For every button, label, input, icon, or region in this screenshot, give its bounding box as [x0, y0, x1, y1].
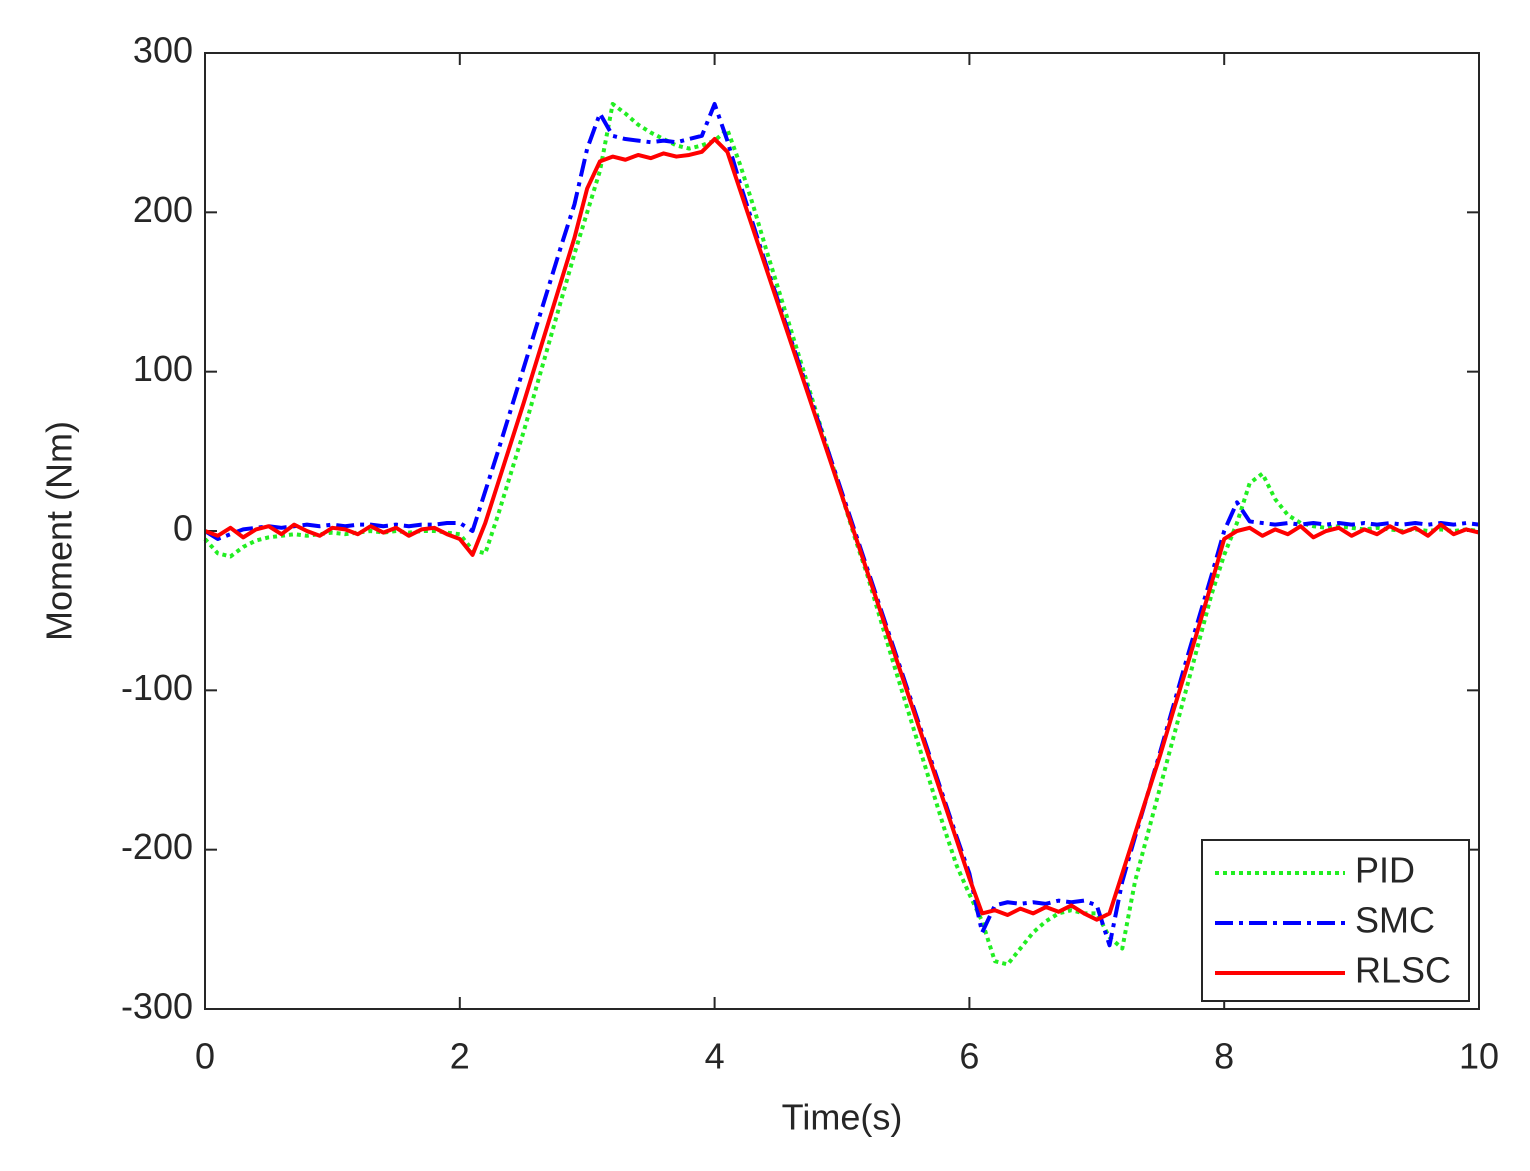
legend-label: SMC — [1355, 900, 1435, 941]
x-tick-label: 10 — [1459, 1036, 1499, 1077]
y-tick-label: -300 — [121, 986, 193, 1027]
y-tick-label: -100 — [121, 667, 193, 708]
x-tick-label: 8 — [1214, 1036, 1234, 1077]
legend-label: RLSC — [1355, 950, 1451, 991]
legend-label: PID — [1355, 850, 1415, 891]
x-tick-label: 2 — [450, 1036, 470, 1077]
y-tick-label: 200 — [133, 189, 193, 230]
y-tick-label: 300 — [133, 30, 193, 71]
y-tick-label: 100 — [133, 348, 193, 389]
y-tick-label: -200 — [121, 826, 193, 867]
y-tick-label: 0 — [173, 508, 193, 549]
x-tick-label: 6 — [959, 1036, 979, 1077]
plot-frame — [204, 52, 1480, 1010]
series-line — [204, 137, 1480, 922]
x-axis-label: Time(s) — [782, 1097, 903, 1138]
x-tick-label: 4 — [705, 1036, 725, 1077]
y-axis-label: Moment (Nm) — [39, 421, 80, 641]
x-tick-label: 0 — [195, 1036, 215, 1077]
